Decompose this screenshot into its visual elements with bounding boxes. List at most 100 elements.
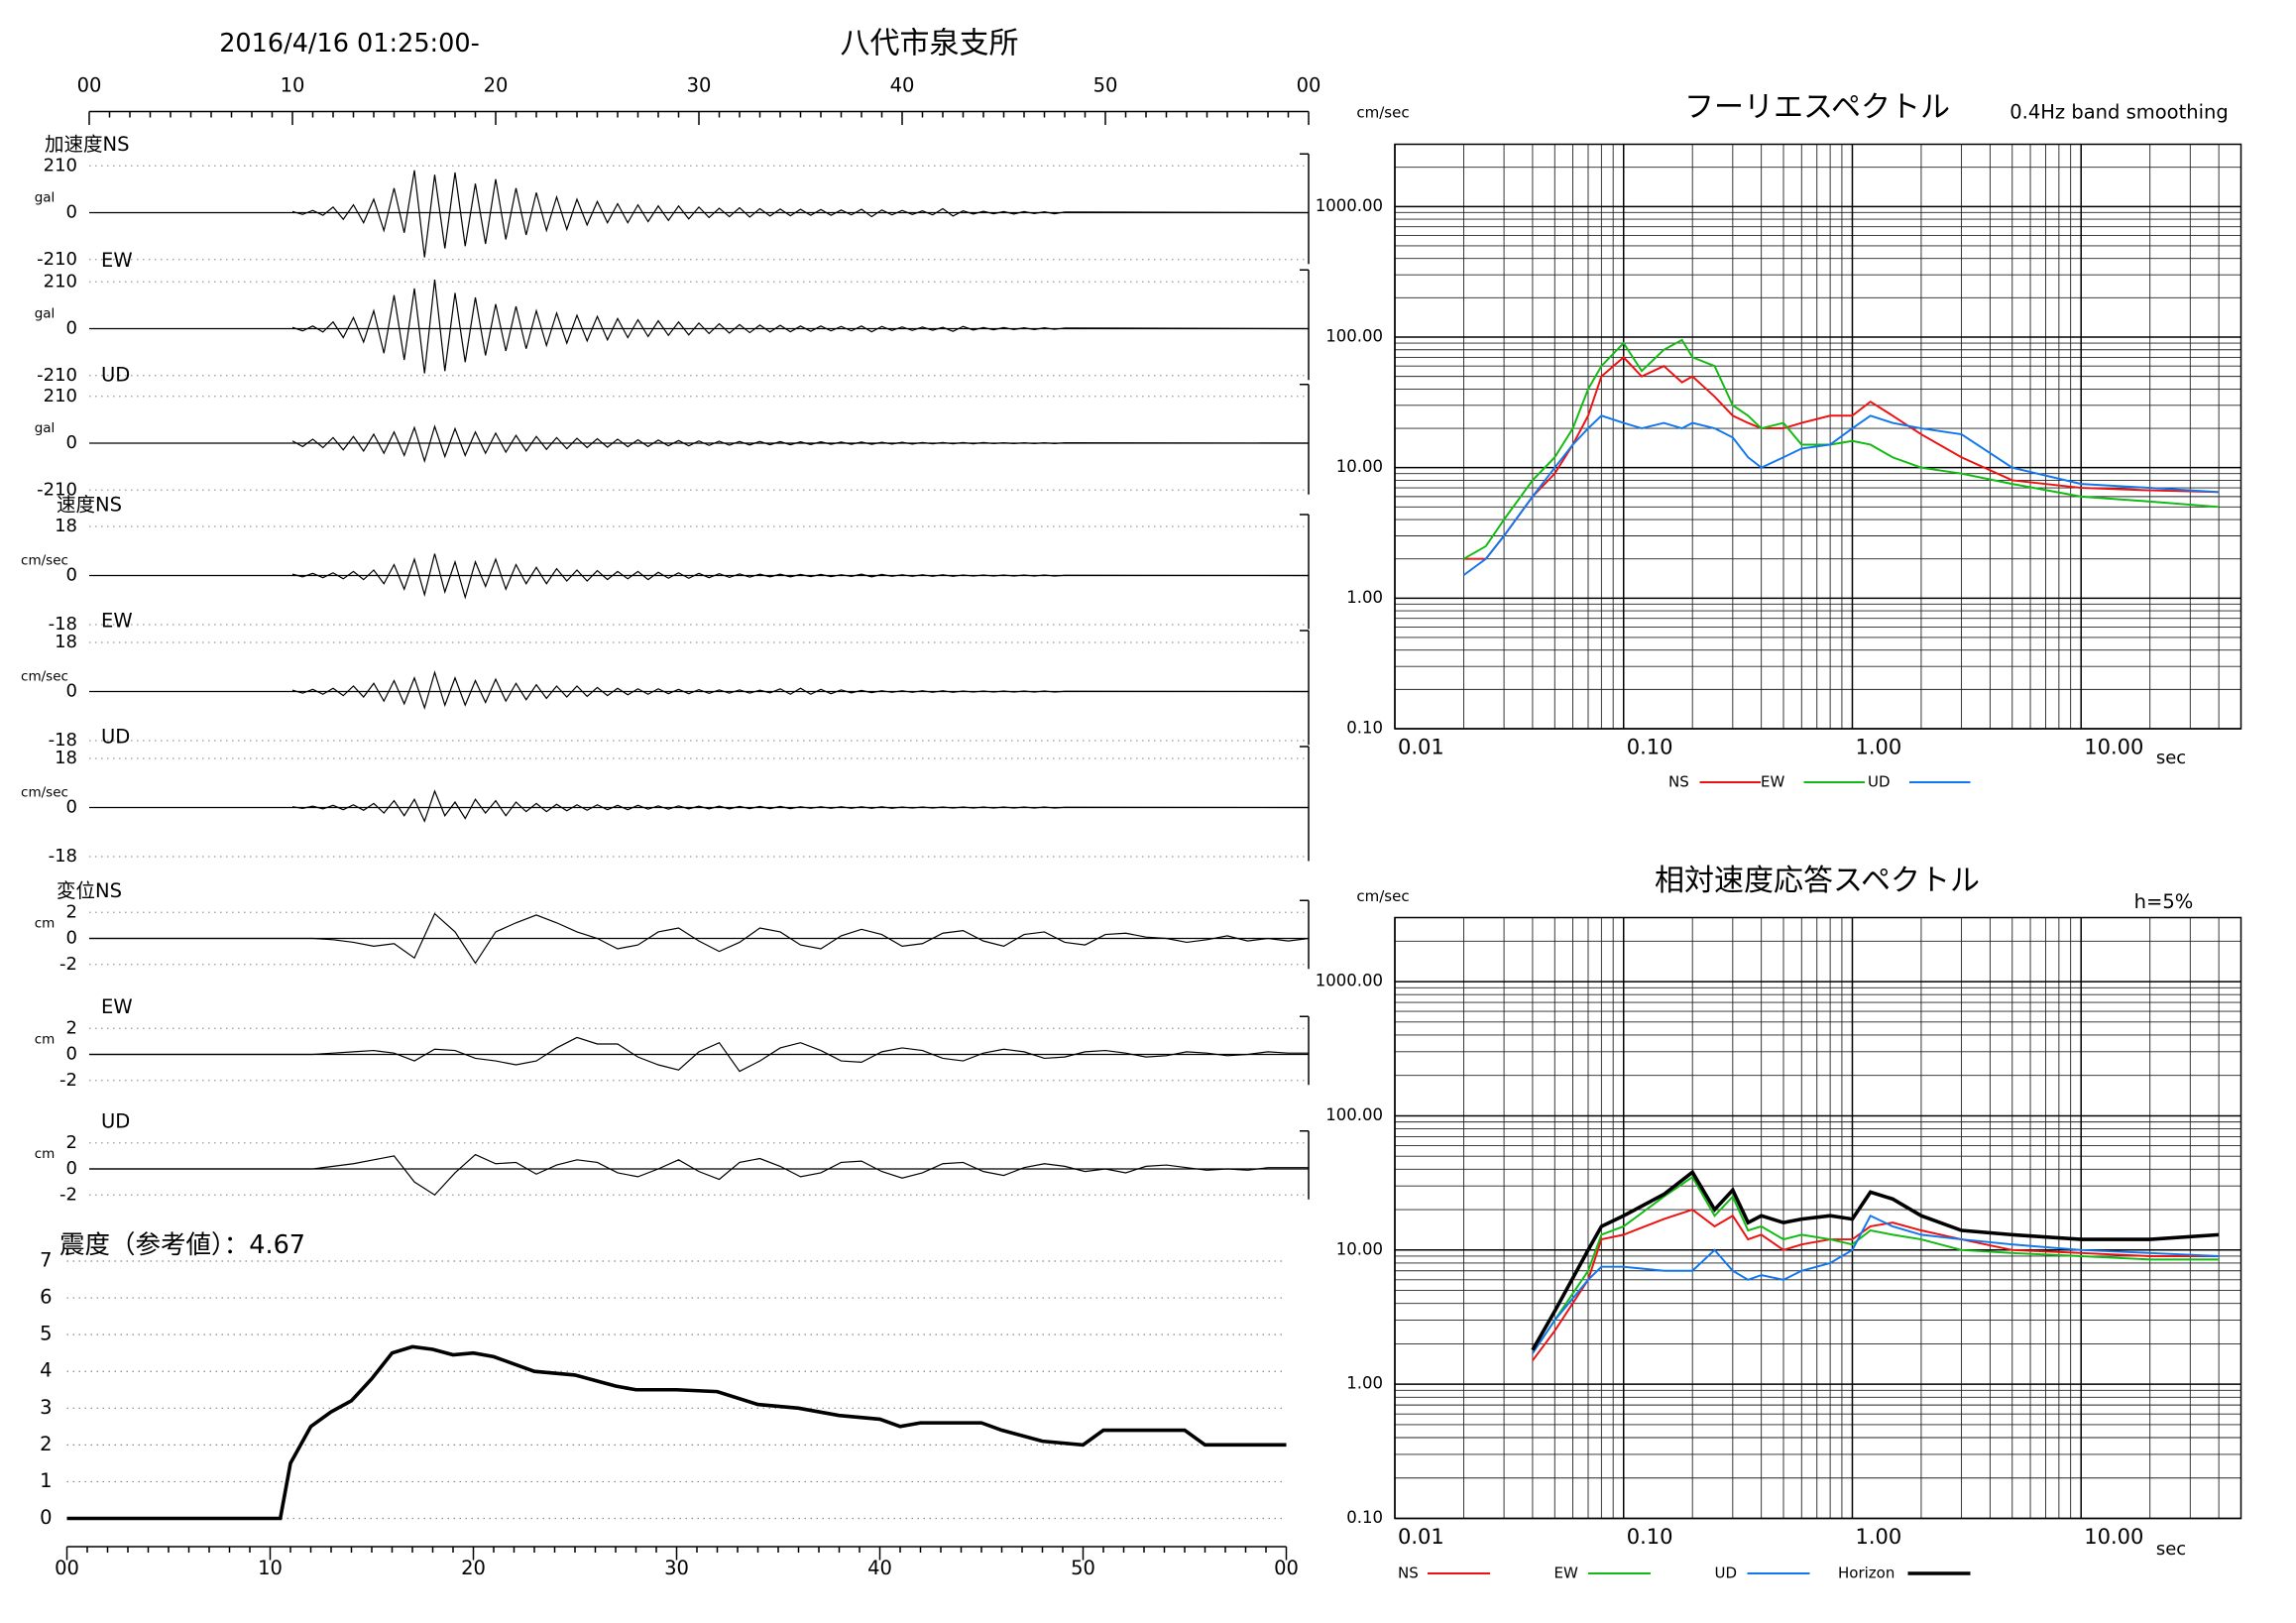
y-tick-label: 10.00	[1336, 1239, 1383, 1258]
unit-label: gal	[35, 190, 56, 206]
series-line	[291, 789, 1310, 823]
station-title: 八代市泉支所	[841, 27, 1019, 61]
panel-label: UD	[101, 1109, 130, 1132]
x-axis-label: sec	[2156, 748, 2186, 768]
unit-label: gal	[35, 420, 56, 436]
series-line	[1463, 356, 2220, 560]
unit-label: cm/sec	[21, 553, 68, 569]
y-tick-label: -18	[49, 614, 77, 635]
y-tick-label: -210	[37, 365, 77, 386]
series-line	[89, 1153, 1309, 1197]
x-tick-label: 1.00	[1855, 1525, 1901, 1549]
x-tick-label: 0.10	[1627, 1525, 1673, 1549]
chart-title: 震度（参考値）：4.67	[59, 1230, 305, 1260]
y-tick-label: 1	[40, 1469, 52, 1492]
y-tick-label: 2	[66, 1017, 77, 1038]
y-axis-label: cm/sec	[1356, 887, 1409, 905]
y-tick-label: -18	[49, 730, 77, 751]
unit-label: cm	[35, 1032, 56, 1048]
y-tick-label: 210	[44, 155, 77, 175]
unit-label: cm/sec	[21, 785, 68, 801]
unit-label: cm	[35, 1146, 56, 1162]
x-tick-label: 0.01	[1398, 1525, 1444, 1549]
x-axis-label: sec	[2156, 1539, 2186, 1560]
y-tick-label: 0	[66, 797, 77, 818]
y-tick-label: 0	[66, 1044, 77, 1065]
y-axis-label: cm/sec	[1356, 104, 1409, 122]
x-tick-label: 50	[1071, 1557, 1095, 1579]
x-tick-label: 30	[664, 1557, 689, 1579]
x-tick-label: 00	[1297, 74, 1321, 97]
x-tick-label: 10.00	[2084, 1525, 2143, 1549]
y-tick-label: 100.00	[1325, 326, 1383, 345]
start-time: 2016/4/16 01:25:00-	[219, 29, 480, 58]
chart-title: 相対速度応答スペクトル	[1655, 864, 1980, 898]
unit-label: cm/sec	[21, 669, 68, 685]
y-tick-label: 1.00	[1346, 588, 1383, 607]
series-line	[291, 170, 1310, 258]
y-tick-label: 210	[44, 386, 77, 406]
y-tick-label: -2	[59, 1184, 77, 1205]
x-tick-label: 10	[281, 74, 305, 97]
y-tick-label: 2	[40, 1433, 52, 1455]
legend-label: UD	[1715, 1565, 1738, 1582]
panel-label: UD	[101, 726, 130, 749]
legend-label: Horizon	[1838, 1565, 1894, 1582]
panel-label: 速度NS	[57, 494, 122, 517]
y-tick-label: -2	[59, 954, 77, 975]
unit-label: gal	[35, 306, 56, 322]
y-tick-label: 0	[66, 318, 77, 339]
x-tick-label: 20	[484, 74, 509, 97]
y-tick-label: 10.00	[1336, 457, 1383, 476]
y-tick-label: 210	[44, 271, 77, 291]
y-tick-label: 6	[40, 1286, 52, 1309]
y-tick-label: 0.10	[1346, 719, 1383, 738]
series-line	[89, 1036, 1309, 1073]
x-tick-label: 40	[890, 74, 915, 97]
y-tick-label: 0	[66, 928, 77, 949]
panel-label: EW	[101, 610, 133, 633]
y-tick-label: 0	[66, 1158, 77, 1179]
series-line	[291, 424, 1310, 464]
y-tick-label: 0	[66, 681, 77, 702]
x-tick-label: 0.01	[1398, 736, 1444, 759]
y-tick-label: 2	[66, 1132, 77, 1153]
series-line	[1462, 338, 2220, 560]
y-tick-label: -18	[49, 846, 77, 867]
y-tick-label: 0	[66, 432, 77, 453]
x-tick-label: 00	[77, 74, 102, 97]
x-tick-label: 00	[1274, 1557, 1299, 1579]
y-tick-label: 1.00	[1346, 1374, 1383, 1393]
x-tick-label: 10	[258, 1557, 283, 1579]
series-line	[1532, 1175, 2220, 1354]
series-line	[1531, 1169, 2220, 1351]
panel-label: 変位NS	[57, 879, 122, 902]
chart-subtitle: h=5%	[2134, 890, 2194, 913]
y-tick-label: 18	[55, 516, 77, 536]
series-line	[291, 553, 1310, 600]
y-tick-label: 5	[40, 1323, 52, 1345]
y-tick-label: 100.00	[1325, 1105, 1383, 1124]
panel-label: UD	[101, 363, 130, 386]
y-tick-label: -210	[37, 479, 77, 500]
y-tick-label: 18	[55, 632, 77, 652]
x-tick-label: 40	[867, 1557, 892, 1579]
y-tick-label: 2	[66, 901, 77, 922]
chart-title: フーリエスペクトル	[1684, 90, 1950, 125]
x-tick-label: 00	[55, 1557, 79, 1579]
x-tick-label: 0.10	[1627, 736, 1673, 759]
y-tick-label: 1000.00	[1316, 972, 1383, 990]
series-line	[1462, 414, 2220, 576]
y-tick-label: 4	[40, 1359, 52, 1382]
series-line	[291, 670, 1310, 711]
x-tick-label: 20	[461, 1557, 486, 1579]
legend-label: EW	[1554, 1565, 1578, 1582]
legend-label: UD	[1868, 773, 1891, 791]
plot-frame	[1394, 143, 2242, 730]
series-line	[66, 1344, 1287, 1521]
y-tick-label: 18	[55, 748, 77, 768]
legend-label: EW	[1761, 773, 1784, 791]
y-tick-label: 7	[40, 1249, 52, 1272]
legend-label: NS	[1668, 773, 1689, 791]
